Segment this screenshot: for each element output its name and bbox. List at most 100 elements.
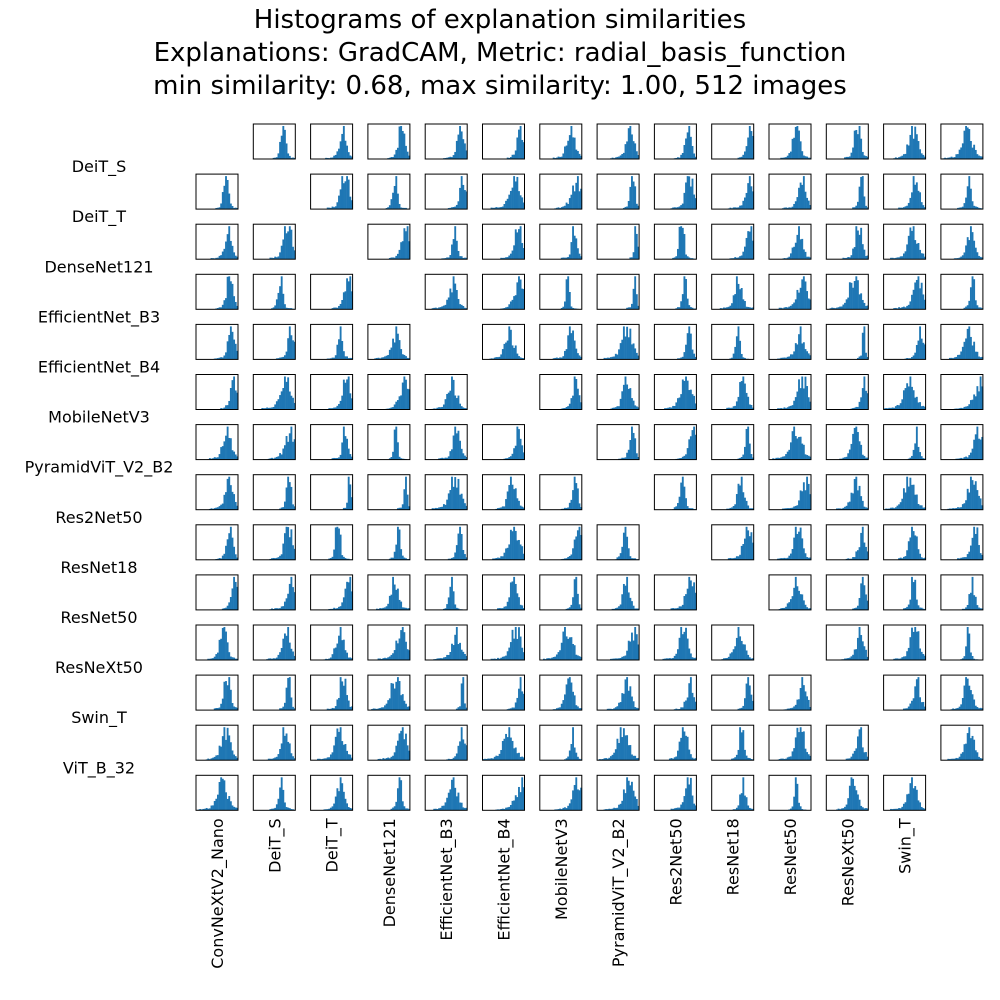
histogram-bar <box>226 539 229 560</box>
histogram-bar <box>350 658 353 660</box>
histogram-bar <box>689 307 692 310</box>
histogram-bar <box>906 383 909 410</box>
histogram-bar <box>840 306 843 310</box>
histogram-bar <box>346 652 349 660</box>
histogram-bar <box>745 526 748 560</box>
histogram-bar <box>804 604 807 610</box>
histogram-bar <box>866 156 869 159</box>
histogram-bar <box>487 758 490 761</box>
histogram-bar <box>346 803 349 811</box>
histogram-bar <box>578 526 581 560</box>
histogram-bar <box>403 354 406 360</box>
histogram-bar <box>922 808 925 811</box>
histogram-bar <box>521 506 524 510</box>
histogram-bar <box>346 438 349 460</box>
histogram-bar <box>572 727 574 761</box>
histogram-bar <box>731 652 733 660</box>
histogram-bar <box>210 658 213 660</box>
histogram-bar <box>971 735 974 761</box>
histogram-bar <box>223 300 226 310</box>
histogram-bar <box>627 745 630 761</box>
histogram-bar <box>804 281 807 310</box>
histogram-bar <box>272 406 275 410</box>
histogram-cell <box>825 273 869 310</box>
histogram-bar <box>519 677 522 711</box>
histogram-bar <box>290 697 293 711</box>
histogram-bar <box>454 552 457 560</box>
histogram-bar <box>329 207 332 210</box>
histogram-bar <box>866 255 869 260</box>
histogram-bar <box>446 604 449 610</box>
histogram-bar <box>624 144 627 159</box>
histogram-cell <box>310 474 354 511</box>
histogram-frame <box>539 223 583 260</box>
histogram-bar <box>392 576 394 610</box>
histogram-bar <box>626 141 629 159</box>
histogram-bar <box>786 407 789 410</box>
histogram-bar <box>398 681 401 711</box>
histogram-bar <box>863 585 866 610</box>
histogram-bar <box>978 255 980 260</box>
histogram-bar <box>613 608 616 610</box>
histogram-bar <box>852 207 855 210</box>
histogram-bar <box>513 526 516 560</box>
histogram-frame <box>252 273 296 310</box>
histogram-bar <box>229 742 232 761</box>
histogram-bar <box>341 555 344 560</box>
histogram-bar <box>958 706 961 711</box>
histogram-bar <box>521 139 524 159</box>
histogram-bar <box>451 643 453 660</box>
histogram-bar <box>505 548 507 560</box>
histogram-bar <box>911 126 913 159</box>
histogram-cell <box>252 424 296 461</box>
histogram-cell <box>367 123 411 160</box>
histogram-bar <box>801 443 804 460</box>
histogram-bar <box>342 292 345 310</box>
histogram-bar <box>611 658 614 660</box>
histogram-bar <box>909 376 912 410</box>
histogram-bar <box>955 258 958 260</box>
histogram-bar <box>388 408 391 410</box>
histogram-bar <box>801 279 804 310</box>
histogram-bar <box>451 449 453 460</box>
histogram-bar <box>398 396 401 410</box>
histogram-bar <box>675 157 678 159</box>
histogram-bar <box>287 593 290 610</box>
histogram-bar <box>498 356 501 360</box>
histogram-bar <box>727 508 730 510</box>
histogram-bar <box>794 576 797 610</box>
histogram-bar <box>387 657 390 660</box>
histogram-bar <box>621 800 624 811</box>
histogram-bar <box>920 806 923 811</box>
histogram-bar <box>400 630 403 660</box>
histogram-bar <box>275 257 278 260</box>
histogram-bar <box>790 553 792 560</box>
histogram-bar <box>635 799 638 811</box>
histogram-bar <box>745 146 748 159</box>
histogram-bar <box>637 457 640 460</box>
histogram-bar <box>272 808 275 811</box>
histogram-bar <box>403 228 406 260</box>
histogram-bar <box>279 141 282 159</box>
histogram-bar <box>578 191 581 210</box>
histogram-bar <box>393 404 396 410</box>
histogram-bar <box>613 807 616 811</box>
histogram-bar <box>226 426 229 460</box>
histogram-bar <box>290 426 293 460</box>
histogram-bar <box>948 508 951 510</box>
row-label: DeiT_T <box>72 207 126 227</box>
histogram-bar <box>465 557 468 560</box>
histogram-bar <box>613 356 616 360</box>
histogram-bar <box>622 693 625 711</box>
histogram-bar <box>215 507 218 510</box>
histogram-bar <box>732 649 735 660</box>
histogram-bar <box>809 557 812 560</box>
histogram-bar <box>565 406 568 410</box>
histogram-bar <box>961 206 964 210</box>
histogram-bar <box>807 157 810 159</box>
histogram-bar <box>923 557 926 560</box>
histogram-bar <box>804 156 807 159</box>
histogram-bar <box>616 354 619 360</box>
histogram-bar <box>452 757 455 761</box>
histogram-bar <box>906 358 909 360</box>
